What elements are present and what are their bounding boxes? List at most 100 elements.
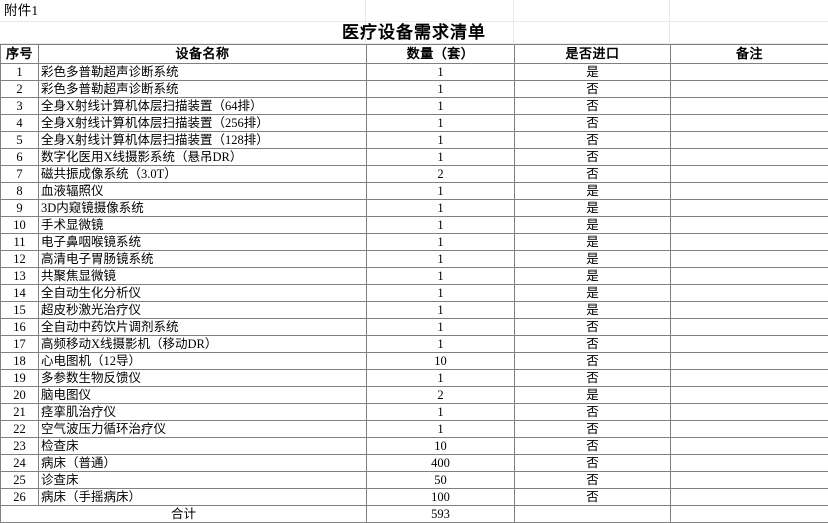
cell-index: 4 (1, 115, 39, 132)
cell-index: 7 (1, 166, 39, 183)
cell-quantity: 1 (367, 302, 515, 319)
cell-name: 全自动生化分析仪 (39, 285, 367, 302)
cell-index: 19 (1, 370, 39, 387)
cell-index: 5 (1, 132, 39, 149)
cell-quantity: 1 (367, 285, 515, 302)
cell-imported: 是 (515, 234, 671, 251)
cell-name: 共聚焦显微镜 (39, 268, 367, 285)
cell-imported: 否 (515, 166, 671, 183)
cell-note (671, 387, 828, 404)
cell-index: 20 (1, 387, 39, 404)
cell-note (671, 149, 828, 166)
cell-note (671, 132, 828, 149)
cell-note (671, 166, 828, 183)
cell-index: 2 (1, 81, 39, 98)
cell-index: 22 (1, 421, 39, 438)
cell-quantity: 1 (367, 370, 515, 387)
cell-quantity: 1 (367, 268, 515, 285)
spreadsheet-sheet: 附件1 医疗设备需求清单 序号 设备名称 数量（ (0, 0, 828, 502)
cell-name: 脑电图仪 (39, 387, 367, 404)
cell-name: 高清电子胃肠镜系统 (39, 251, 367, 268)
cell-imported: 是 (515, 268, 671, 285)
cell-note (671, 98, 828, 115)
cell-name: 痉挛肌治疗仪 (39, 404, 367, 421)
cell-note (671, 455, 828, 472)
cell-quantity: 1 (367, 421, 515, 438)
cell-note (671, 472, 828, 489)
cell-imported: 否 (515, 472, 671, 489)
cell-quantity: 1 (367, 404, 515, 421)
sheet-cell-r2c3 (514, 22, 670, 44)
cell-name: 检查床 (39, 438, 367, 455)
cell-note (671, 217, 828, 234)
cell-quantity: 1 (367, 319, 515, 336)
cell-quantity: 100 (367, 489, 515, 506)
sheet-cell-r1c2 (366, 0, 514, 22)
cell-name: 彩色多普勒超声诊断系统 (39, 81, 367, 98)
cell-note (671, 302, 828, 319)
cell-quantity: 10 (367, 353, 515, 370)
cell-imported: 是 (515, 183, 671, 200)
cell-quantity: 1 (367, 98, 515, 115)
total-label: 合计 (1, 506, 367, 523)
cell-index: 11 (1, 234, 39, 251)
cell-quantity: 1 (367, 132, 515, 149)
cell-name: 全身X射线计算机体层扫描装置（128排） (39, 132, 367, 149)
cell-imported: 否 (515, 81, 671, 98)
cell-name: 全身X射线计算机体层扫描装置（256排） (39, 115, 367, 132)
column-header-name: 设备名称 (39, 45, 367, 64)
cell-note (671, 370, 828, 387)
cell-name: 病床（普通） (39, 455, 367, 472)
cell-imported: 是 (515, 200, 671, 217)
cell-name: 多参数生物反馈仪 (39, 370, 367, 387)
cell-imported: 是 (515, 64, 671, 81)
cell-imported: 否 (515, 489, 671, 506)
cell-imported: 否 (515, 98, 671, 115)
cell-index: 9 (1, 200, 39, 217)
sheet-row-1: 附件1 (0, 0, 828, 22)
cell-imported: 否 (515, 336, 671, 353)
cell-imported: 否 (515, 404, 671, 421)
cell-index: 10 (1, 217, 39, 234)
cell-name: 高频移动X线摄影机（移动DR） (39, 336, 367, 353)
total-row: 合计 593 (1, 506, 828, 523)
cell-imported: 否 (515, 455, 671, 472)
table-header-row: 序号 设备名称 数量（套） 是否进口 备注 (1, 45, 828, 64)
cell-index: 21 (1, 404, 39, 421)
sheet-top-cells: 附件1 (0, 0, 828, 44)
cell-note (671, 489, 828, 506)
cell-note (671, 336, 828, 353)
cell-note (671, 438, 828, 455)
cell-imported: 是 (515, 217, 671, 234)
cell-imported: 是 (515, 302, 671, 319)
cell-imported: 否 (515, 149, 671, 166)
cell-note (671, 353, 828, 370)
column-header-imported: 是否进口 (515, 45, 671, 64)
cell-name: 超皮秒激光治疗仪 (39, 302, 367, 319)
cell-note (671, 251, 828, 268)
cell-name: 3D内窥镜摄像系统 (39, 200, 367, 217)
cell-note (671, 319, 828, 336)
total-note (671, 506, 828, 523)
table-footer: 合计 593 (1, 506, 828, 523)
cell-index: 23 (1, 438, 39, 455)
cell-name: 病床（手摇病床） (39, 489, 367, 506)
cell-note (671, 285, 828, 302)
attachment-cell: 附件1 (0, 0, 366, 22)
cell-index: 15 (1, 302, 39, 319)
